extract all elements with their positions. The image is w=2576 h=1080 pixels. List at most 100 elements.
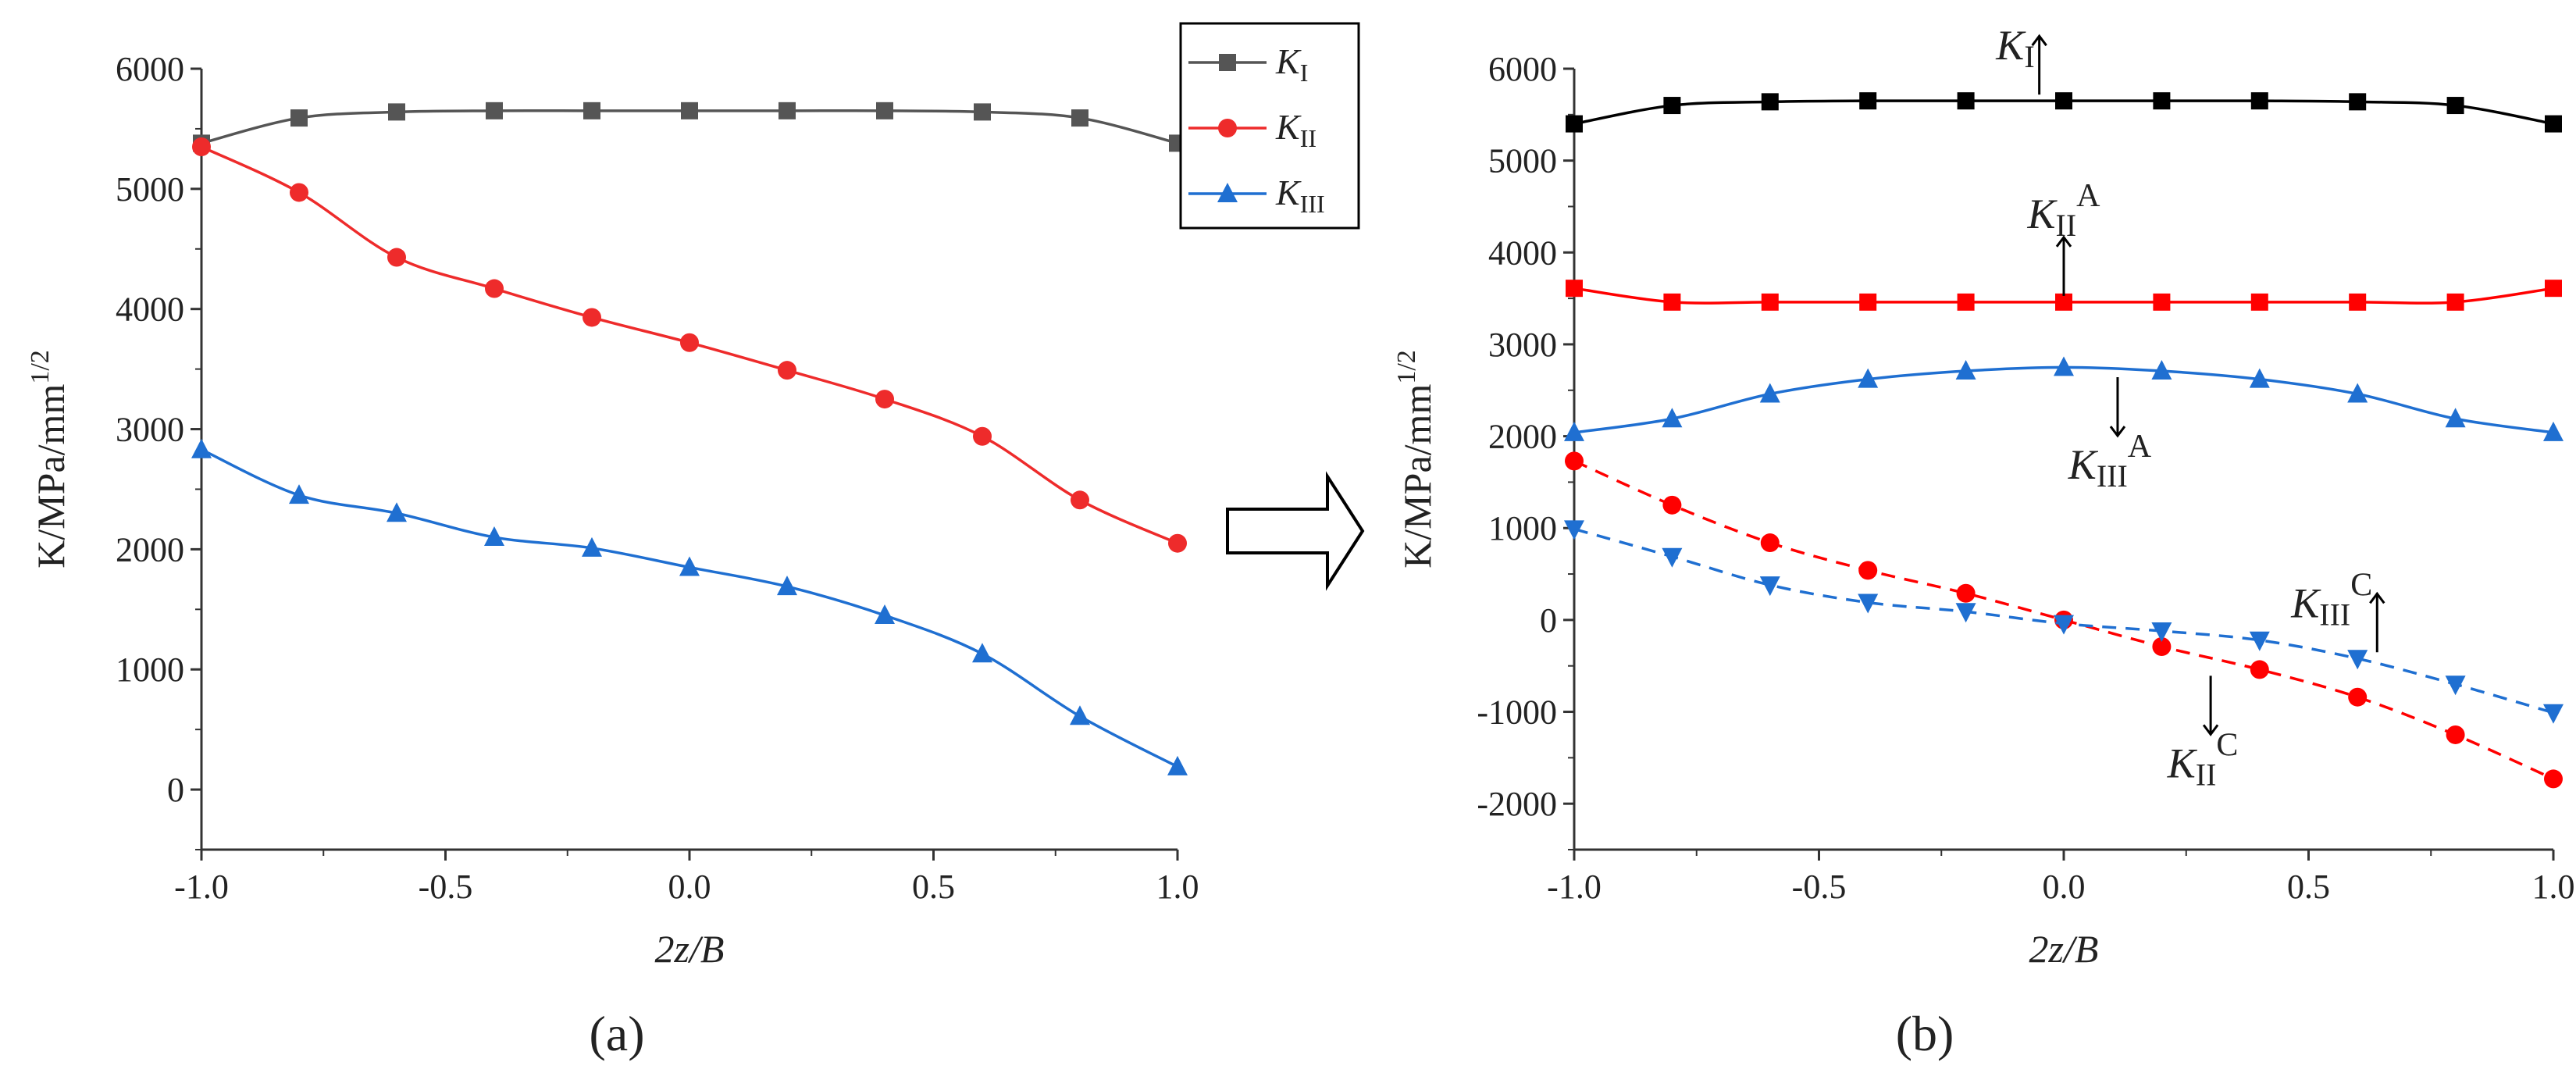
data-point [1858, 593, 1879, 614]
data-point [680, 333, 699, 352]
data-point [2349, 293, 2367, 311]
panel-a-chart: 0 1000 2000 3000 4000 5000 6000 -1.0 -0.5 0.0 0.5 1… [26, 22, 1360, 971]
legend-marker [1217, 183, 1238, 202]
annotation-label: KIIA [2026, 178, 2100, 243]
annotation-arrowhead [2109, 426, 2126, 438]
series-line [201, 448, 1178, 768]
data-point [778, 361, 796, 380]
panel-b-label: (b) [1896, 1006, 1954, 1061]
data-point [1662, 495, 1682, 515]
data-point [2445, 408, 2466, 428]
x-tick-label: 0.5 [912, 868, 955, 906]
y-tick-label: 1000 [1488, 509, 1557, 547]
data-point [2153, 293, 2171, 311]
data-point [2545, 115, 2562, 133]
data-point [486, 102, 503, 119]
data-point [1859, 293, 1877, 311]
data-point [1168, 533, 1187, 553]
y-tick-label: 4000 [1488, 233, 1557, 272]
data-point [191, 438, 212, 458]
data-point [1956, 583, 1976, 603]
data-point [1759, 576, 1780, 597]
data-point [1760, 533, 1780, 553]
data-point [2543, 421, 2564, 441]
y-tick-label: 6000 [116, 50, 184, 88]
data-point [2250, 660, 2269, 679]
data-point [1761, 293, 1779, 311]
y-tick-label: 3000 [1488, 326, 1557, 364]
data-point [779, 102, 796, 119]
data-point [2054, 615, 2074, 635]
x-tick-label: -1.0 [174, 868, 229, 906]
x-tick-label: 1.0 [1156, 868, 1199, 906]
data-point [2054, 356, 2074, 376]
data-point [1565, 451, 1584, 471]
data-point [2445, 675, 2466, 696]
y-tick-label: 0 [1540, 601, 1557, 640]
x-axis-label: 2z/B [2029, 927, 2099, 971]
data-point [2153, 92, 2171, 110]
data-point [876, 102, 893, 119]
annotation-label: KIIIA [2068, 429, 2152, 494]
data-point [388, 103, 405, 121]
data-point [1566, 280, 1583, 298]
data-point [2347, 383, 2368, 403]
x-tick-label: 0.5 [2287, 868, 2330, 906]
data-point [1663, 97, 1681, 115]
data-point [484, 526, 504, 546]
x-tick-label: 0.0 [668, 868, 711, 906]
data-point [1761, 93, 1779, 111]
data-point [1662, 547, 1683, 568]
data-point [2249, 631, 2270, 651]
data-point [2446, 97, 2464, 115]
y-tick-label: 6000 [1488, 50, 1557, 88]
y-tick-label: 1000 [116, 650, 184, 689]
data-point [1564, 421, 1584, 441]
y-tick-label: 4000 [116, 290, 184, 329]
data-point [387, 248, 406, 267]
data-point [974, 103, 991, 121]
data-point [1955, 603, 1976, 623]
annotation-arrowhead [2202, 724, 2219, 736]
data-point [2543, 704, 2564, 724]
data-point [2151, 622, 2172, 642]
data-point [1564, 520, 1584, 540]
y-tick-label: 2000 [1488, 418, 1557, 456]
data-point [2055, 293, 2072, 311]
annotation-label: KI [1995, 22, 2034, 74]
annotation-arrowhead [2369, 591, 2385, 604]
data-point [1955, 360, 1976, 380]
data-point [1071, 109, 1088, 127]
x-tick-label: -1.0 [1547, 868, 1602, 906]
data-point [2250, 293, 2268, 311]
y-axis-label: K/MPa/mm1/2 [26, 350, 73, 569]
annotation-label: KIIIC [2290, 567, 2372, 632]
legend-marker [1219, 54, 1236, 71]
data-point [485, 279, 504, 298]
data-point [2348, 687, 2368, 707]
annotation-arrowhead [2055, 235, 2072, 248]
data-point [2249, 368, 2270, 388]
x-tick-label: -0.5 [419, 868, 473, 906]
series-line [1573, 365, 2554, 434]
data-point [1957, 92, 1975, 110]
annotation-arrowhead [2031, 34, 2047, 47]
data-point [875, 604, 895, 624]
y-tick-label: 0 [167, 771, 184, 809]
data-point [290, 109, 308, 127]
data-point [2544, 769, 2563, 789]
data-point [679, 556, 700, 576]
legend-label: KIII [1275, 173, 1325, 218]
data-point [875, 390, 894, 409]
data-point [2349, 93, 2367, 111]
panel-b-chart: -2000 -1000 0 1000 2000 3000 4000 5000 6000 -1.0 -… [1392, 22, 2575, 971]
data-point [2055, 92, 2072, 110]
y-tick-label: -2000 [1477, 785, 1557, 823]
data-point [1662, 408, 1683, 428]
y-tick-label: 5000 [1488, 142, 1557, 180]
x-axis-label: 2z/B [655, 927, 725, 971]
y-tick-label: -1000 [1477, 693, 1557, 732]
data-point [192, 137, 211, 156]
panel-a-label: (a) [589, 1006, 644, 1061]
